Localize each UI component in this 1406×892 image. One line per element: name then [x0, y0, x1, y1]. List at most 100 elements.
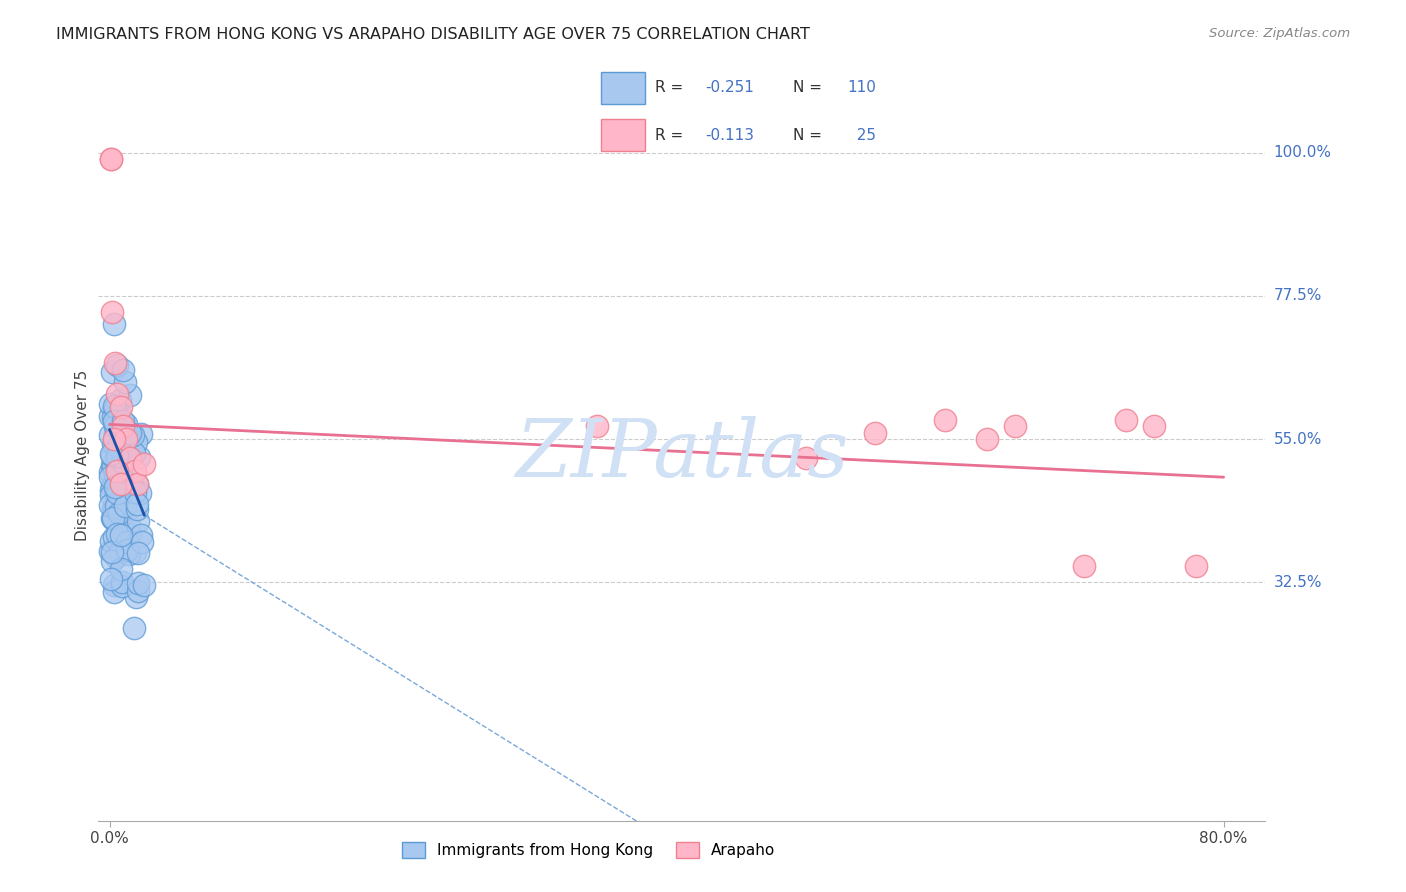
Point — [120, 426, 142, 441]
Point — [122, 621, 145, 635]
Text: ZIPatlas: ZIPatlas — [515, 417, 849, 493]
Point — [105, 464, 128, 478]
Point — [112, 414, 135, 428]
Point — [105, 423, 128, 437]
Point — [1004, 419, 1026, 434]
Point — [111, 517, 134, 532]
Point — [101, 479, 124, 493]
Point — [103, 501, 125, 516]
Point — [100, 152, 122, 166]
Point — [98, 428, 121, 442]
Point — [124, 464, 146, 478]
Text: 32.5%: 32.5% — [1274, 574, 1322, 590]
Point — [110, 528, 132, 542]
Point — [122, 428, 145, 442]
Point — [100, 447, 122, 461]
Text: Source: ZipAtlas.com: Source: ZipAtlas.com — [1209, 27, 1350, 40]
Point — [115, 432, 138, 446]
Point — [104, 480, 127, 494]
Point — [117, 431, 139, 445]
Point — [104, 550, 127, 565]
Point — [131, 534, 153, 549]
Point — [101, 510, 124, 524]
Point — [100, 572, 122, 586]
Point — [794, 451, 817, 466]
Point — [118, 519, 141, 533]
Point — [100, 365, 122, 379]
Point — [1073, 559, 1095, 574]
Point — [127, 497, 149, 511]
Point — [134, 458, 156, 472]
Point — [1184, 559, 1206, 574]
FancyBboxPatch shape — [600, 72, 644, 103]
Point — [103, 530, 125, 544]
Point — [108, 458, 131, 472]
Text: N =: N = — [793, 80, 827, 95]
Point — [98, 469, 121, 483]
Point — [98, 409, 121, 424]
Point — [105, 449, 128, 463]
Text: 100.0%: 100.0% — [1274, 145, 1331, 161]
Point — [104, 401, 127, 416]
Point — [111, 579, 134, 593]
Point — [134, 578, 156, 592]
Point — [110, 458, 132, 473]
Text: 110: 110 — [846, 80, 876, 95]
Point — [125, 435, 148, 450]
Point — [101, 458, 124, 472]
Point — [103, 585, 125, 599]
Point — [100, 510, 122, 524]
Point — [127, 514, 149, 528]
Point — [1143, 419, 1166, 434]
Point — [112, 457, 135, 471]
Point — [103, 400, 125, 414]
Point — [104, 483, 127, 498]
Point — [112, 419, 135, 434]
Point — [110, 476, 132, 491]
Point — [124, 485, 146, 500]
Point — [98, 498, 121, 512]
Point — [127, 502, 149, 516]
Point — [127, 575, 149, 590]
Point — [127, 546, 149, 560]
Point — [103, 458, 125, 473]
Point — [114, 417, 136, 431]
Point — [105, 358, 128, 372]
Point — [104, 356, 127, 370]
Text: IMMIGRANTS FROM HONG KONG VS ARAPAHO DISABILITY AGE OVER 75 CORRELATION CHART: IMMIGRANTS FROM HONG KONG VS ARAPAHO DIS… — [56, 27, 810, 42]
Point — [115, 443, 138, 458]
Point — [110, 562, 132, 576]
Point — [107, 441, 129, 455]
Point — [118, 527, 141, 541]
Point — [107, 439, 129, 453]
Point — [115, 543, 138, 558]
Point — [105, 426, 128, 441]
Point — [105, 438, 128, 452]
Point — [1115, 413, 1137, 427]
Text: N =: N = — [793, 128, 827, 143]
Point — [100, 152, 122, 166]
Point — [111, 504, 134, 518]
Point — [105, 387, 128, 401]
Point — [131, 426, 153, 441]
Point — [129, 486, 152, 500]
Text: -0.113: -0.113 — [706, 128, 754, 143]
Point — [98, 465, 121, 479]
Point — [865, 425, 887, 440]
Point — [111, 574, 134, 589]
Point — [100, 483, 122, 497]
Point — [108, 545, 131, 559]
Legend: Immigrants from Hong Kong, Arapaho: Immigrants from Hong Kong, Arapaho — [395, 836, 782, 864]
Text: R =: R = — [655, 80, 688, 95]
Point — [934, 413, 956, 427]
Point — [118, 547, 141, 561]
Point — [105, 526, 128, 541]
Point — [101, 554, 124, 568]
Point — [108, 443, 131, 458]
Point — [100, 533, 122, 548]
Point — [103, 439, 125, 453]
Text: 25: 25 — [846, 128, 876, 143]
Point — [976, 432, 998, 446]
Point — [127, 476, 149, 491]
Point — [101, 449, 124, 463]
